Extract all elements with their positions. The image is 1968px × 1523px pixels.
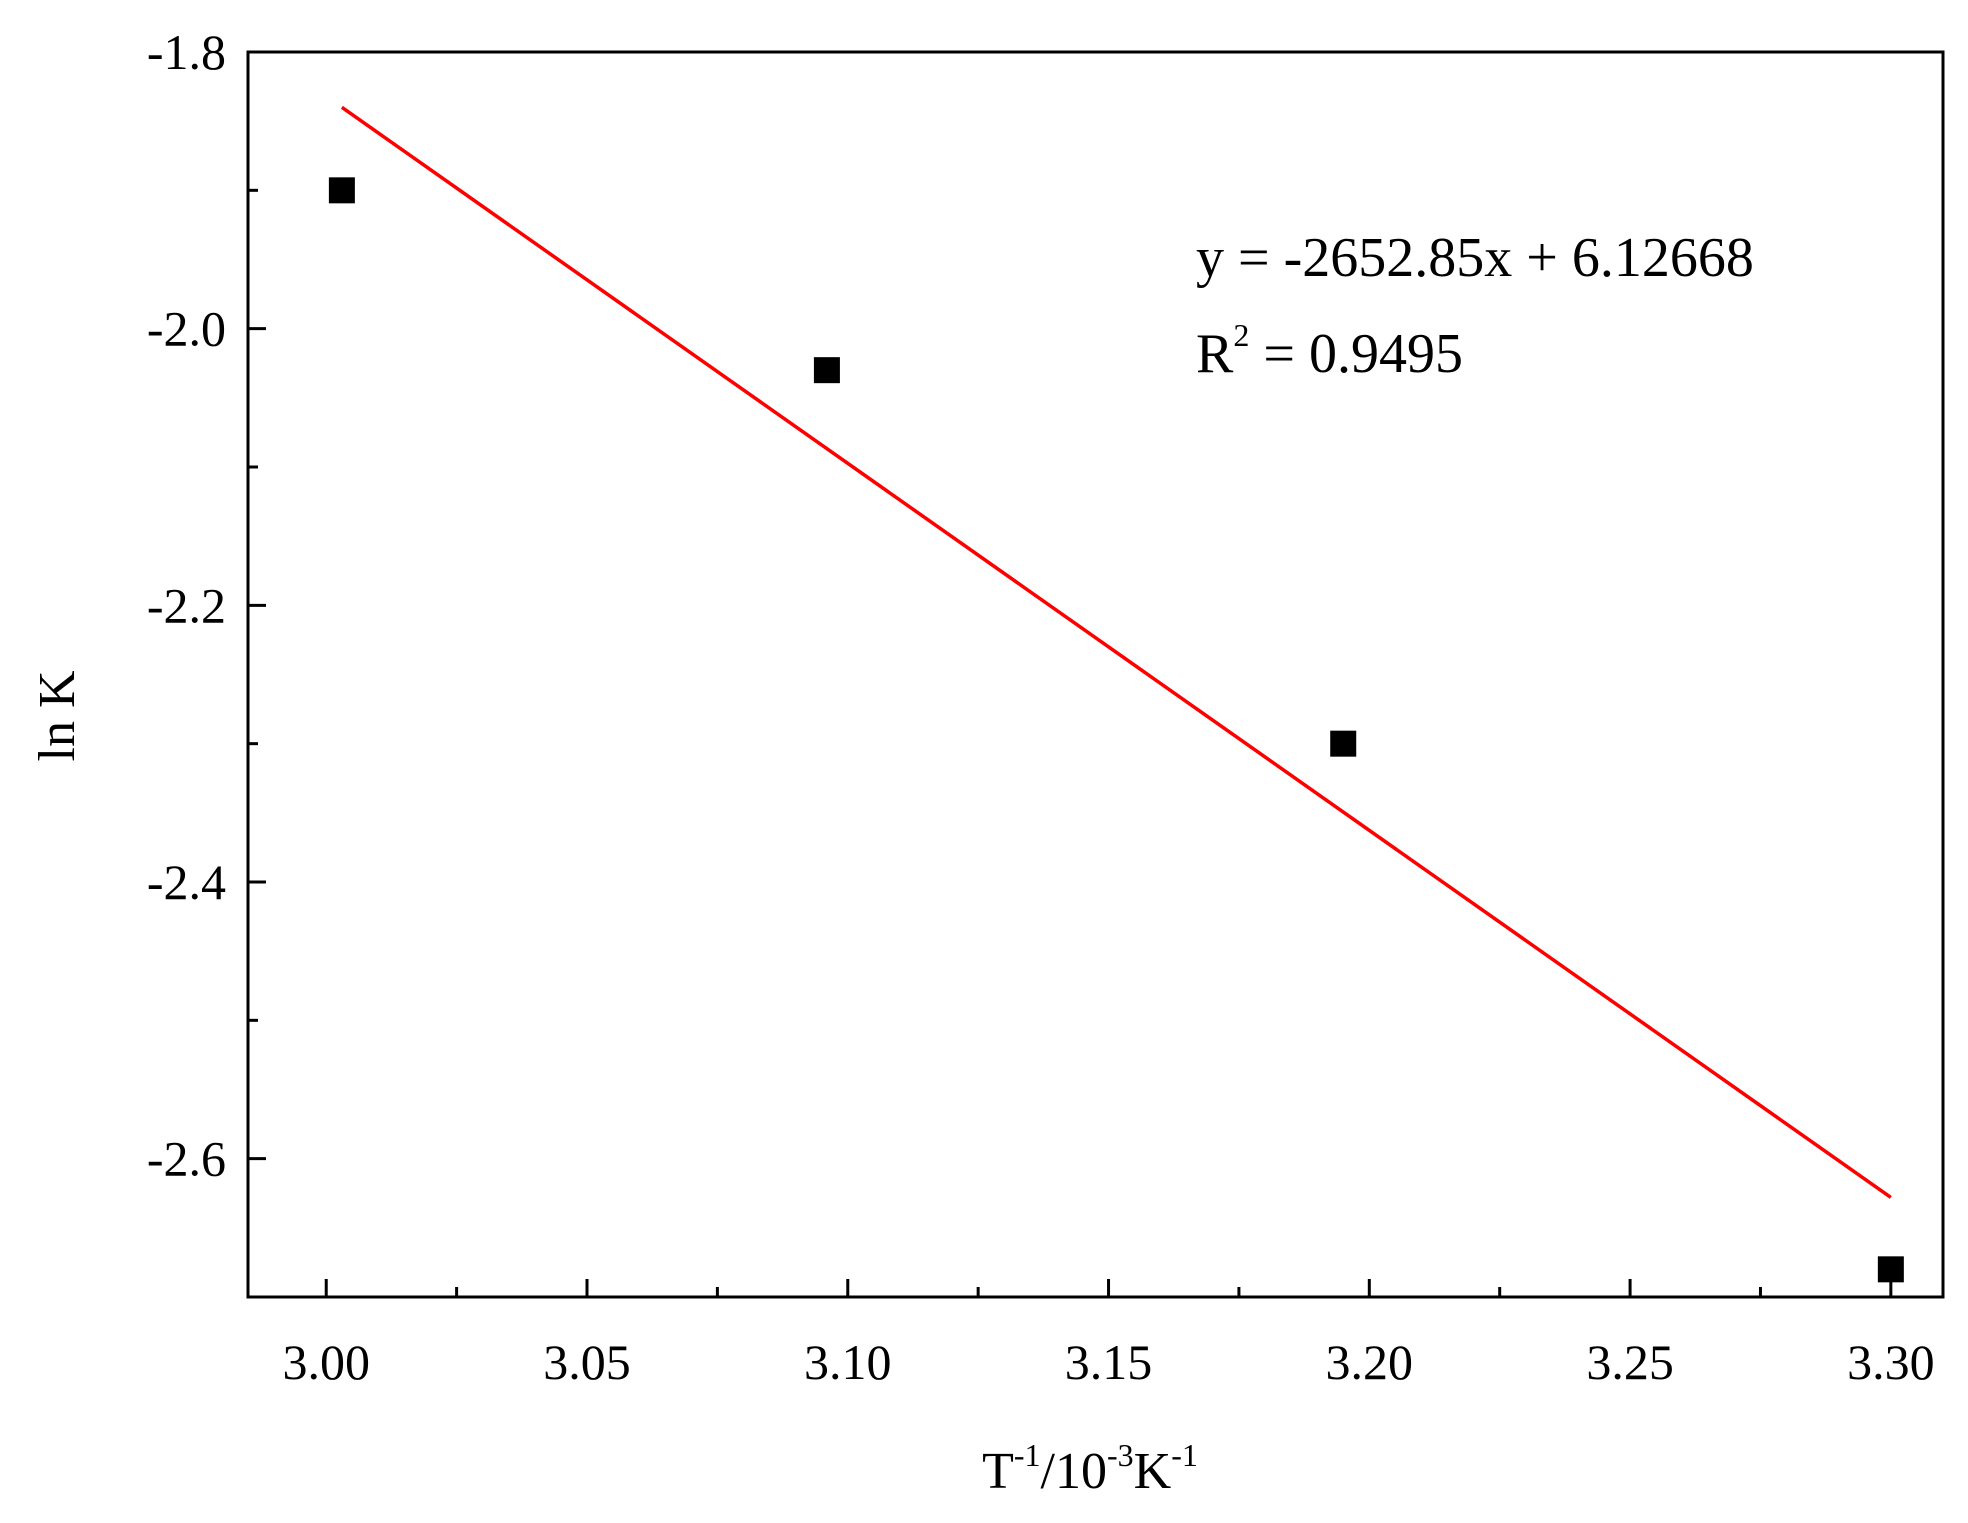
x-tick-label: 3.20 <box>1326 1334 1414 1390</box>
y-tick-label: -2.6 <box>147 1131 226 1187</box>
fit-equation: y = -2652.85x + 6.12668 <box>1196 227 1754 289</box>
x-axis-title-mid: /10 <box>1041 1443 1107 1500</box>
data-points <box>328 177 1904 1283</box>
x-tick-label: 3.25 <box>1586 1334 1674 1390</box>
y-axis-ticks: -1.8 -2.0 -2.2 -2.4 -2.6 <box>147 24 266 1299</box>
y-tick-label: -1.8 <box>147 24 226 80</box>
x-axis-title-exp2: -3 <box>1107 1437 1134 1473</box>
x-tick-label: 3.10 <box>804 1334 892 1390</box>
fit-line <box>340 105 1892 1199</box>
x-tick-label: 3.05 <box>543 1334 631 1390</box>
plot-frame <box>246 50 1945 1299</box>
x-tick-label: 3.30 <box>1847 1334 1935 1390</box>
x-axis-title-base: T <box>982 1443 1014 1500</box>
x-tick-label: 3.15 <box>1065 1334 1153 1390</box>
data-point <box>1877 1256 1904 1283</box>
y-tick-label: -2.2 <box>147 577 226 633</box>
y-tick-label: -2.0 <box>147 301 226 357</box>
r2-exponent: 2 <box>1233 317 1249 353</box>
y-tick-label: -2.4 <box>147 854 226 910</box>
x-axis-title-exp1: -1 <box>1014 1437 1041 1473</box>
x-axis-title-exp3: -1 <box>1171 1437 1198 1473</box>
y-axis-title: ln K <box>29 670 86 761</box>
fit-r-squared: R2 = 0.9495 <box>1196 317 1463 385</box>
x-tick-label: 3.00 <box>282 1334 370 1390</box>
r2-value: = 0.9495 <box>1249 323 1463 385</box>
data-point <box>328 177 355 204</box>
data-point <box>813 357 840 384</box>
data-point <box>1330 730 1357 757</box>
x-axis-ticks: 3.00 3.05 3.10 3.15 3.20 3.25 3.30 <box>282 1279 1935 1390</box>
x-axis-title-unit: K <box>1134 1443 1172 1500</box>
fit-line-group <box>340 105 1892 1199</box>
r2-base: R <box>1196 323 1234 385</box>
x-axis-title: T-1/10-3K-1 <box>982 1437 1198 1500</box>
